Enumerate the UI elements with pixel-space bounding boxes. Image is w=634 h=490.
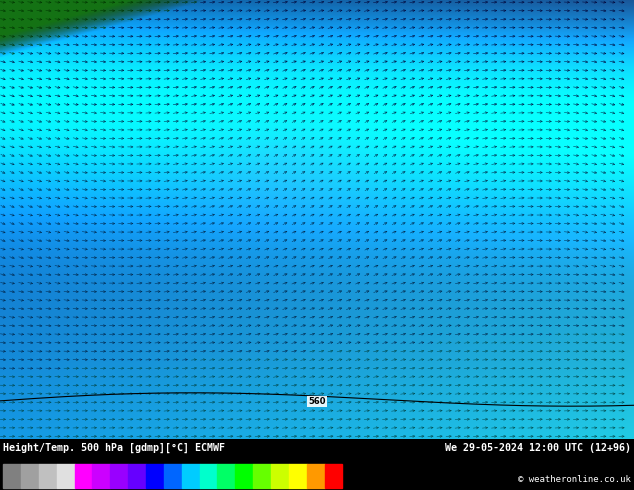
Bar [235, 465, 253, 488]
Bar [21, 465, 39, 488]
Bar [146, 465, 164, 488]
Bar [93, 465, 110, 488]
Bar [325, 465, 342, 488]
Text: We 29-05-2024 12:00 UTC (12+96): We 29-05-2024 12:00 UTC (12+96) [445, 443, 631, 453]
Bar [217, 465, 235, 488]
Bar [3, 465, 21, 488]
Bar [110, 465, 128, 488]
Bar [56, 465, 75, 488]
Text: © weatheronline.co.uk: © weatheronline.co.uk [518, 475, 631, 484]
Bar [39, 465, 56, 488]
Bar [253, 465, 271, 488]
Text: 560: 560 [308, 397, 326, 406]
Bar [307, 465, 325, 488]
Bar [182, 465, 200, 488]
Bar [271, 465, 289, 488]
Text: Height/Temp. 500 hPa [gdmp][°C] ECMWF: Height/Temp. 500 hPa [gdmp][°C] ECMWF [3, 442, 225, 453]
Bar [128, 465, 146, 488]
Bar [164, 465, 182, 488]
Bar [200, 465, 217, 488]
Bar [289, 465, 307, 488]
Bar [75, 465, 93, 488]
